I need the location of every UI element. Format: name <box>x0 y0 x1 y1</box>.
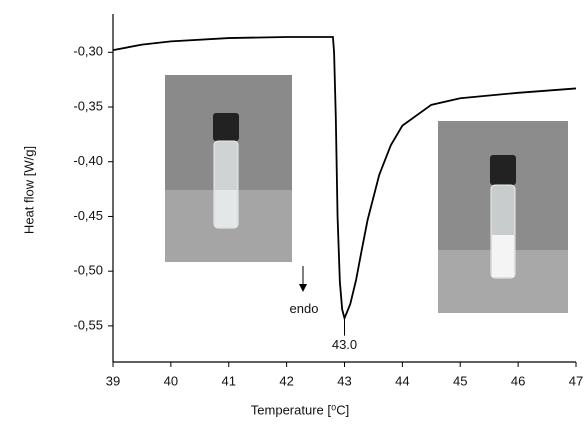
annotation: endo <box>290 301 319 316</box>
photo-clear-vial <box>165 75 292 262</box>
x-tick-label: 46 <box>511 373 525 388</box>
y-tick-label: -0,30 <box>73 44 103 59</box>
x-tick-label: 47 <box>569 373 583 388</box>
endo-arrowhead <box>299 284 307 292</box>
x-tick-label: 44 <box>395 373 409 388</box>
y-axis-label: Heat flow [W/g] <box>21 146 36 234</box>
y-tick-label: -0,35 <box>73 98 103 113</box>
y-tick-label: -0,50 <box>73 263 103 278</box>
y-tick-label: -0,45 <box>73 208 103 223</box>
y-tick-label: -0,55 <box>73 317 103 332</box>
x-tick-label: 39 <box>106 373 120 388</box>
annotation: 43.0 <box>332 337 357 352</box>
x-axis-label: Temperature [⁰C] <box>251 402 349 417</box>
photo-turbid-vial <box>438 121 568 313</box>
x-tick-label: 40 <box>164 373 178 388</box>
x-tick-label: 41 <box>222 373 236 388</box>
x-tick-label: 45 <box>453 373 467 388</box>
x-tick-label: 43 <box>337 373 351 388</box>
x-tick-label: 42 <box>279 373 293 388</box>
y-tick-label: -0,40 <box>73 153 103 168</box>
